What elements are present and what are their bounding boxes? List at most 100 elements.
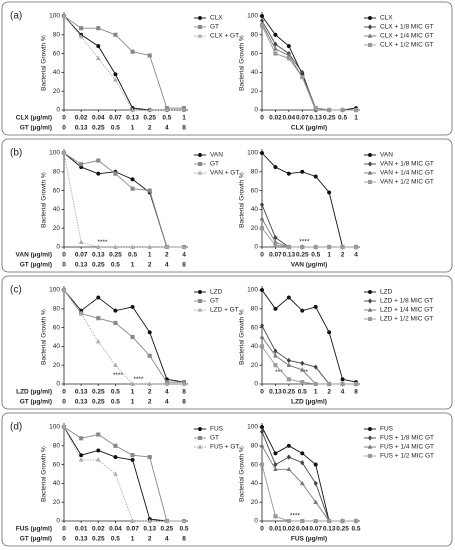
marker (299, 367, 305, 372)
marker (367, 15, 373, 21)
x-tick-label: 0.25 (109, 252, 122, 259)
marker (300, 244, 305, 250)
marker (181, 244, 187, 249)
marker (130, 304, 135, 309)
x-tick-label: 0.02 (283, 526, 296, 533)
marker (113, 32, 118, 37)
series-line (261, 426, 356, 522)
legend-label: FUS (380, 426, 394, 433)
marker (367, 316, 373, 322)
x-tick-label: 0.01 (75, 526, 88, 533)
marker (61, 150, 67, 155)
marker (147, 381, 153, 386)
marker (273, 32, 278, 37)
annotation: *** (275, 369, 283, 376)
marker (340, 377, 345, 382)
marker (367, 170, 373, 175)
marker (367, 24, 373, 30)
x-axis-label: CLX (µg/ml) (291, 125, 327, 132)
marker (78, 239, 84, 244)
marker (147, 353, 152, 358)
x-tick-label: 0.04 (283, 115, 296, 122)
x-tick-label-2: 8 (182, 262, 186, 269)
y-tick-label: 80 (53, 306, 61, 313)
marker (286, 56, 291, 61)
y-tick-label: 80 (251, 443, 259, 450)
y-tick-label: 20 (251, 88, 259, 95)
series-line (261, 431, 356, 522)
marker (367, 426, 373, 432)
y-tick-label: 60 (53, 187, 61, 194)
series-line (63, 289, 185, 383)
x-tick-label-2: 4 (165, 399, 169, 406)
y-axis-label: Bacterial Growth % (41, 35, 48, 91)
legend-label: GT (210, 435, 219, 442)
y-tick-label: 80 (251, 169, 259, 176)
x-tick-label-2: 8 (182, 399, 186, 406)
marker (164, 244, 170, 249)
marker (197, 444, 203, 449)
marker (273, 165, 278, 170)
x-tick-label: 0 (260, 526, 264, 533)
marker (197, 15, 203, 21)
x-tick-label: 0 (260, 252, 264, 259)
legend-label: FUS + 1/2 MIC GT (380, 453, 434, 460)
legend-label: LZD + 1/2 MIC GT (380, 316, 433, 323)
x-tick-label-2: 1 (131, 399, 135, 406)
y-tick-label: 40 (53, 343, 61, 350)
panel-border (1, 412, 453, 547)
marker (353, 244, 359, 250)
x-tick-label: 0 (62, 389, 66, 396)
x-tick-label: 0.25 (143, 115, 156, 122)
x-tick-label-2: 0 (62, 125, 66, 132)
legend-label: VAN (380, 152, 393, 159)
marker (197, 33, 203, 38)
panel-label: (d) (10, 422, 22, 433)
x-tick-label-2: 0 (62, 536, 66, 543)
marker (286, 171, 291, 176)
x-tick-label-2: 1 (131, 536, 135, 543)
marker (313, 499, 319, 504)
marker (130, 244, 135, 249)
x-tick-label: 0.13 (143, 526, 156, 533)
panel-label: (a) (10, 11, 22, 22)
y-tick-label: 80 (53, 32, 61, 39)
marker (113, 320, 118, 325)
x-tick-label: 0 (62, 526, 66, 533)
y-tick-label: 20 (251, 362, 259, 369)
y-axis-label: Bacterial Growth % (41, 309, 48, 365)
marker (95, 339, 101, 344)
marker (95, 244, 101, 249)
marker (299, 480, 305, 486)
marker (273, 51, 278, 56)
x-tick-label-2: 0.5 (111, 125, 120, 132)
marker (367, 435, 373, 441)
x-tick-label: 0.04 (109, 526, 122, 533)
marker (327, 190, 332, 195)
marker (197, 307, 203, 312)
series-line (63, 426, 184, 522)
x-tick-label: 0.07 (309, 526, 322, 533)
series-line (261, 15, 357, 111)
marker (259, 150, 265, 156)
x-tick-label: 0.25 (92, 389, 105, 396)
marker (367, 307, 373, 312)
panel-border (1, 275, 453, 410)
marker (259, 424, 265, 430)
x-tick-label: 0.07 (126, 526, 139, 533)
marker (61, 287, 67, 292)
marker (96, 171, 101, 176)
x-tick-label: 0.07 (296, 115, 309, 122)
marker (197, 170, 203, 175)
x-tick-label: 0.13 (309, 115, 322, 122)
x-tick-label: 4 (182, 252, 186, 259)
marker (259, 201, 265, 208)
y-tick-label: 40 (53, 69, 61, 76)
marker (96, 432, 101, 437)
marker (95, 55, 101, 60)
marker (300, 308, 305, 313)
annotation: **** (290, 513, 301, 520)
marker (130, 381, 135, 386)
y-tick-label: 0 (254, 381, 258, 388)
annotation: **** (299, 239, 310, 246)
